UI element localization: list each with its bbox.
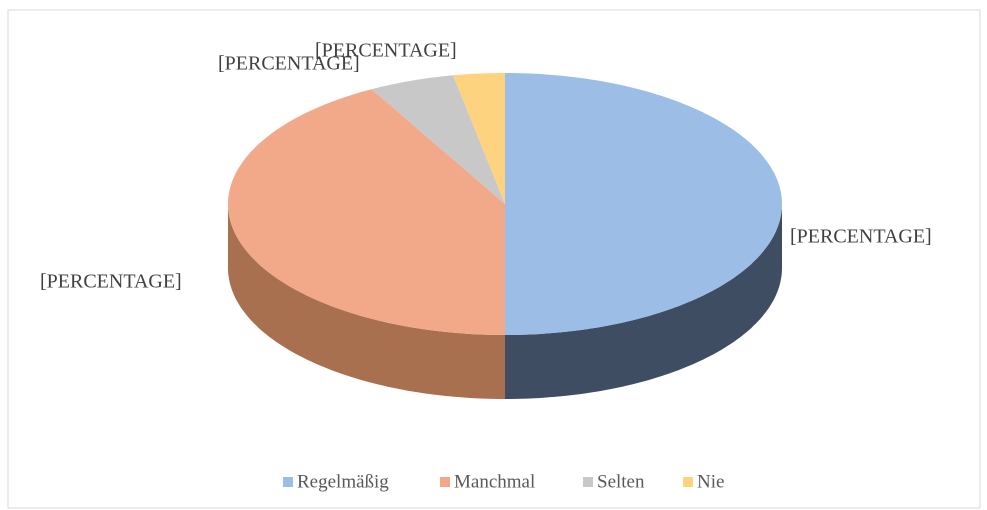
legend-label: Selten <box>597 471 645 492</box>
legend-swatch <box>683 477 693 487</box>
data-label: [PERCENTAGE] <box>790 226 932 248</box>
legend-swatch <box>440 477 450 487</box>
slice-side <box>228 204 505 399</box>
legend-swatch <box>283 477 293 487</box>
slice <box>453 73 505 204</box>
legend-label: Nie <box>697 471 724 492</box>
slice <box>505 73 782 335</box>
slice-side <box>505 204 782 399</box>
legend-label: Manchmal <box>454 471 535 492</box>
data-label: [PERCENTAGE] <box>315 40 457 62</box>
slice <box>228 89 505 335</box>
legend-label: Regelmäßig <box>297 471 389 492</box>
legend-swatch <box>583 477 593 487</box>
slice <box>371 75 505 204</box>
data-label: [PERCENTAGE] <box>218 53 360 75</box>
data-label: [PERCENTAGE] <box>40 271 182 293</box>
